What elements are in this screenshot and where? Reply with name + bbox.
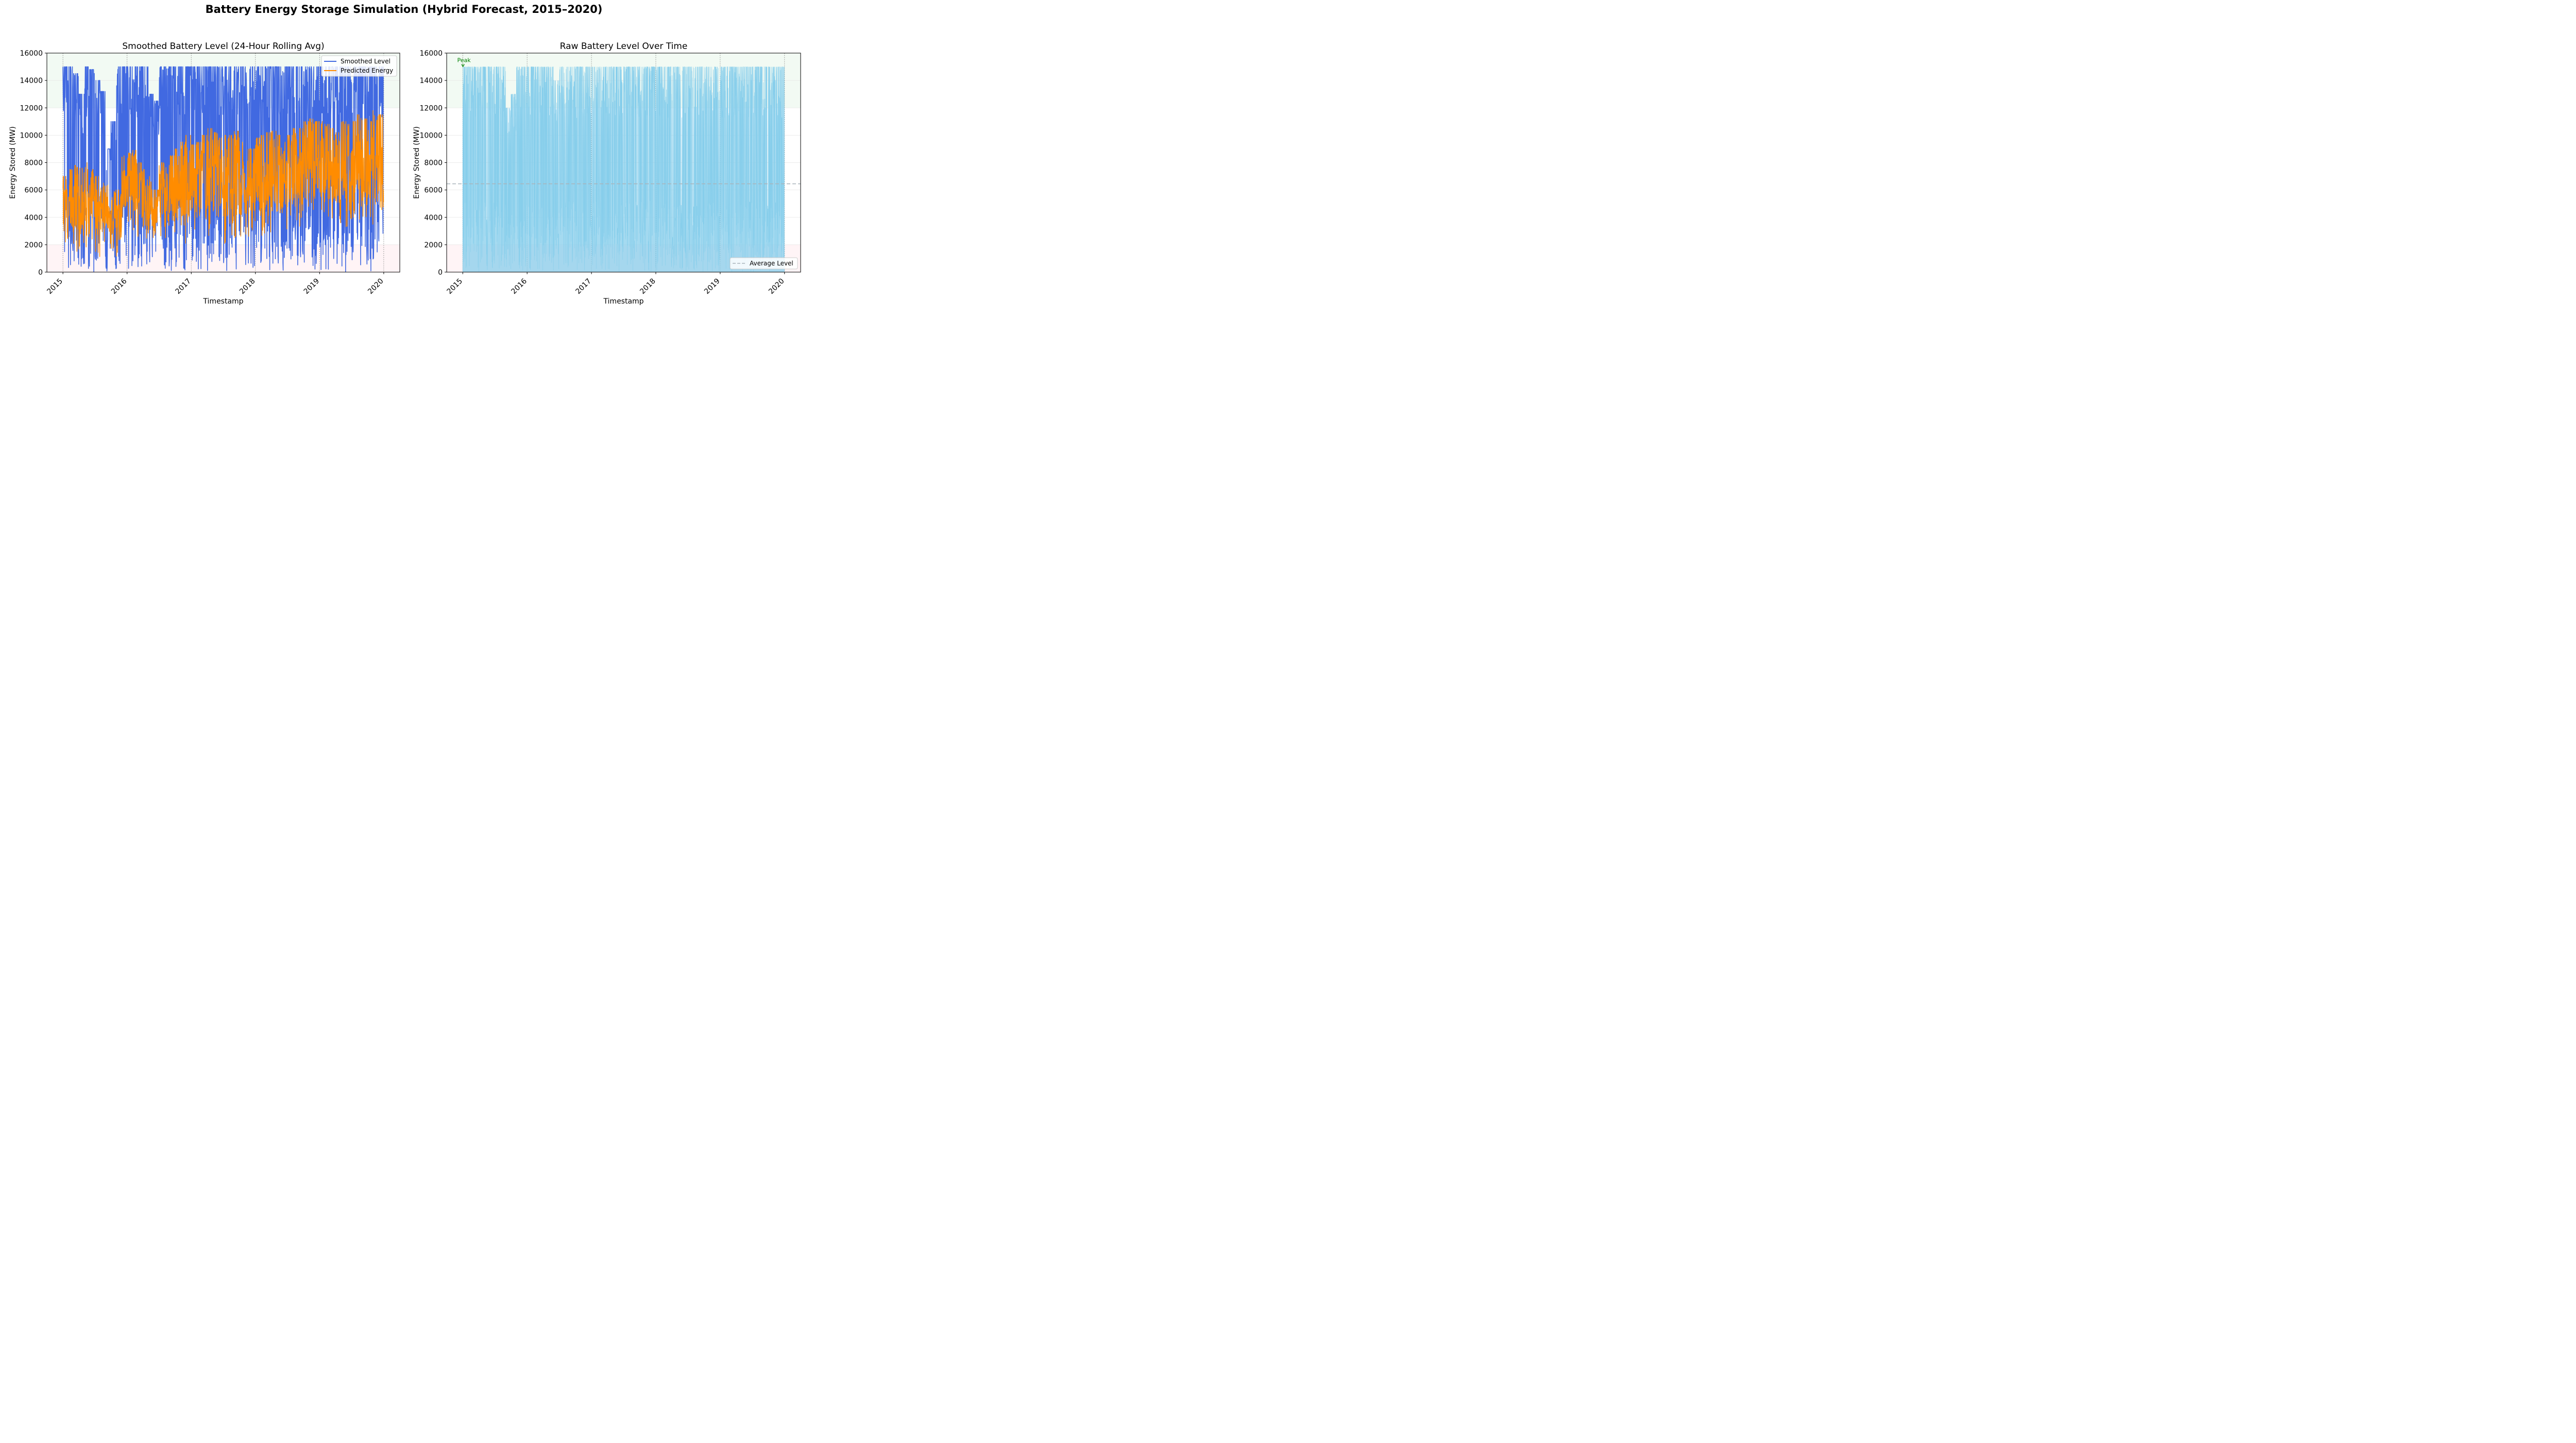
y-tick-label: 4000 <box>424 214 443 222</box>
chart-raw-battery-level: 0 2000 4000 6000 8000 10000 12000 14000 16000 201… <box>413 41 801 306</box>
legend: Average Level <box>730 257 798 270</box>
x-tick-label: 2016 <box>110 277 129 296</box>
y-tick-label: 4000 <box>24 214 43 222</box>
y-tick-label: 6000 <box>24 187 43 195</box>
peak-arrow-head <box>461 64 465 68</box>
series-group <box>62 66 384 272</box>
legend: Smoothed Level Predicted Energy <box>321 55 397 77</box>
y-axis-label: Energy Stored (MW) <box>413 126 421 199</box>
y-tick-label: 10000 <box>419 131 443 140</box>
chart-title: Raw Battery Level Over Time <box>560 41 688 52</box>
y-tick-label: 16000 <box>419 49 443 58</box>
x-tick-label: 2019 <box>302 277 321 296</box>
x-tick-label: 2015 <box>446 277 465 296</box>
y-tick-label: 2000 <box>24 241 43 249</box>
y-tick-label: 12000 <box>419 104 443 112</box>
y-tick-label: 10000 <box>20 131 43 140</box>
peak-annotation-label: Peak <box>457 57 471 64</box>
x-axis-label: Timestamp <box>202 297 243 306</box>
chart-title: Smoothed Battery Level (24-Hour Rolling … <box>122 41 324 52</box>
y-tick-label: 2000 <box>424 241 443 249</box>
x-tick-label: 2017 <box>574 277 593 296</box>
y-axis-label: Energy Stored (MW) <box>9 126 17 199</box>
chart-smoothed-battery-level: 0 2000 4000 6000 8000 10000 12000 14000 16000 201… <box>9 41 400 306</box>
legend-box <box>730 257 798 270</box>
x-tick-label: 2020 <box>366 277 385 296</box>
y-tick-label: 16000 <box>20 49 43 58</box>
legend-label-average-level: Average Level <box>750 260 793 267</box>
x-tick-label: 2019 <box>703 277 722 296</box>
y-tick-label: 8000 <box>424 159 443 167</box>
y-tick-label: 14000 <box>20 77 43 85</box>
figure: Battery Energy Storage Simulation (Hybri… <box>0 0 808 314</box>
x-tick-label: 2015 <box>45 277 64 296</box>
series-line-predicted-energy <box>62 110 384 257</box>
x-tick-label: 2018 <box>638 277 657 296</box>
x-tick-label: 2016 <box>510 277 529 296</box>
y-tick-label: 6000 <box>424 187 443 195</box>
figure-title: Battery Energy Storage Simulation (Hybri… <box>205 3 603 15</box>
legend-label-predicted-energy: Predicted Energy <box>341 67 393 74</box>
y-tick-label: 14000 <box>419 77 443 85</box>
legend-box <box>321 55 397 77</box>
y-tick-label: 8000 <box>24 159 43 167</box>
legend-label-smoothed-level: Smoothed Level <box>341 58 391 65</box>
series-area-raw-battery-level <box>462 66 785 272</box>
x-tick-label: 2018 <box>238 277 257 296</box>
y-tick-label: 12000 <box>20 104 43 112</box>
x-axis-label: Timestamp <box>603 297 643 306</box>
y-tick-label: 0 <box>38 269 43 277</box>
x-tick-label: 2017 <box>174 277 193 296</box>
area-group <box>462 66 785 272</box>
x-tick-label: 2020 <box>767 277 786 296</box>
y-tick-label: 0 <box>438 269 443 277</box>
